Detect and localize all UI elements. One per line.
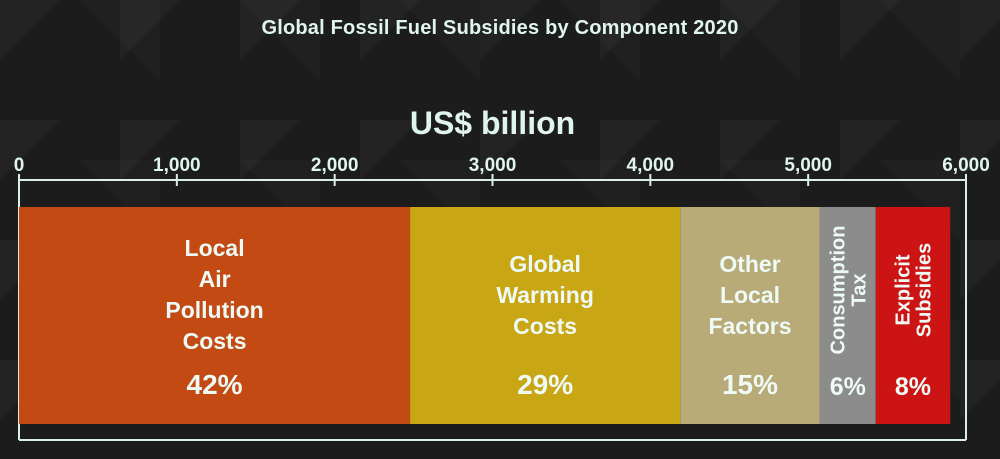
bar-segment xyxy=(19,207,411,424)
segment-label-line: Warming xyxy=(496,282,594,308)
segment-label-line: Explicit xyxy=(892,254,914,325)
segment-rotated-label: Consumption Tax xyxy=(827,226,870,355)
segment-label-line: Consumption xyxy=(827,226,849,355)
segment-percent: 6% xyxy=(830,373,866,401)
x-tick-label: 5,000 xyxy=(784,155,832,176)
bar-segment xyxy=(875,207,951,424)
segment-label-line: Air xyxy=(199,266,231,292)
segment-percent: 15% xyxy=(722,369,778,400)
x-tick-label: 0 xyxy=(14,155,25,176)
segment-percent: 8% xyxy=(895,373,931,401)
x-tick-label: 4,000 xyxy=(627,155,675,176)
segment-rotated-label: Explicit Subsidies xyxy=(892,243,935,337)
x-tick-label: 1,000 xyxy=(153,155,201,176)
segment-percent: 29% xyxy=(517,369,573,400)
segment-label-line: Subsidies xyxy=(913,243,935,337)
x-tick-label: 6,000 xyxy=(942,155,990,176)
segment-label-line: Other xyxy=(719,251,780,277)
segment-labels: Local Air Pollution Costs 42% Global Warming Co… xyxy=(165,226,935,401)
segment-label-line: Global xyxy=(509,251,581,277)
axis-unit-label: US$ billion xyxy=(409,105,576,141)
bar-segments xyxy=(19,207,951,424)
x-tick-label: 3,000 xyxy=(469,155,517,176)
segment-percent: 42% xyxy=(187,369,243,400)
segment-label-line: Local xyxy=(185,235,245,261)
segment-label-line: Local xyxy=(720,282,780,308)
x-tick-label: 2,000 xyxy=(311,155,359,176)
bar-segment xyxy=(819,207,876,424)
segment-label-line: Factors xyxy=(708,313,791,339)
chart-title: Global Fossil Fuel Subsidies by Componen… xyxy=(261,17,739,39)
segment-label-line: Tax xyxy=(848,274,870,307)
segment-label-line: Pollution xyxy=(165,297,263,323)
segment-label-line: Costs xyxy=(513,313,577,339)
bar-segment xyxy=(410,207,681,424)
segment-label-line: Costs xyxy=(183,328,247,354)
bar-segment xyxy=(680,207,820,424)
